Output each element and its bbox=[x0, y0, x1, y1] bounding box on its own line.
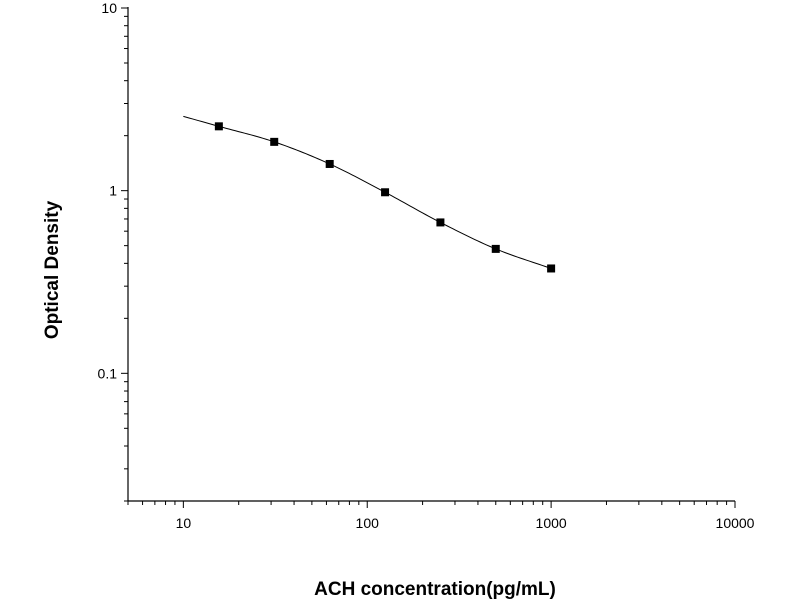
y-tick-label: 0.1 bbox=[98, 365, 118, 381]
data-point bbox=[491, 244, 500, 253]
fit-curve bbox=[183, 115, 552, 269]
data-point bbox=[214, 122, 223, 131]
x-tick-label: 10000 bbox=[716, 515, 755, 531]
tick-marks bbox=[121, 7, 736, 508]
data-point bbox=[270, 137, 279, 146]
y-tick-label: 10 bbox=[101, 0, 117, 16]
data-point bbox=[381, 188, 390, 197]
x-tick-label: 10 bbox=[176, 515, 192, 531]
axes bbox=[127, 7, 735, 502]
data-point bbox=[547, 264, 556, 273]
tick-labels: 10 100 1000 10000 0.1 1 10 bbox=[98, 0, 755, 531]
x-axis-title: ACH concentration(pg/mL) bbox=[314, 579, 556, 600]
x-tick-label: 1000 bbox=[536, 515, 567, 531]
data-points bbox=[214, 122, 556, 273]
y-tick-label: 1 bbox=[109, 183, 117, 199]
y-axis-title: Optical Density bbox=[42, 200, 63, 339]
data-point bbox=[436, 218, 445, 227]
x-tick-label: 100 bbox=[356, 515, 380, 531]
data-point bbox=[325, 159, 334, 168]
